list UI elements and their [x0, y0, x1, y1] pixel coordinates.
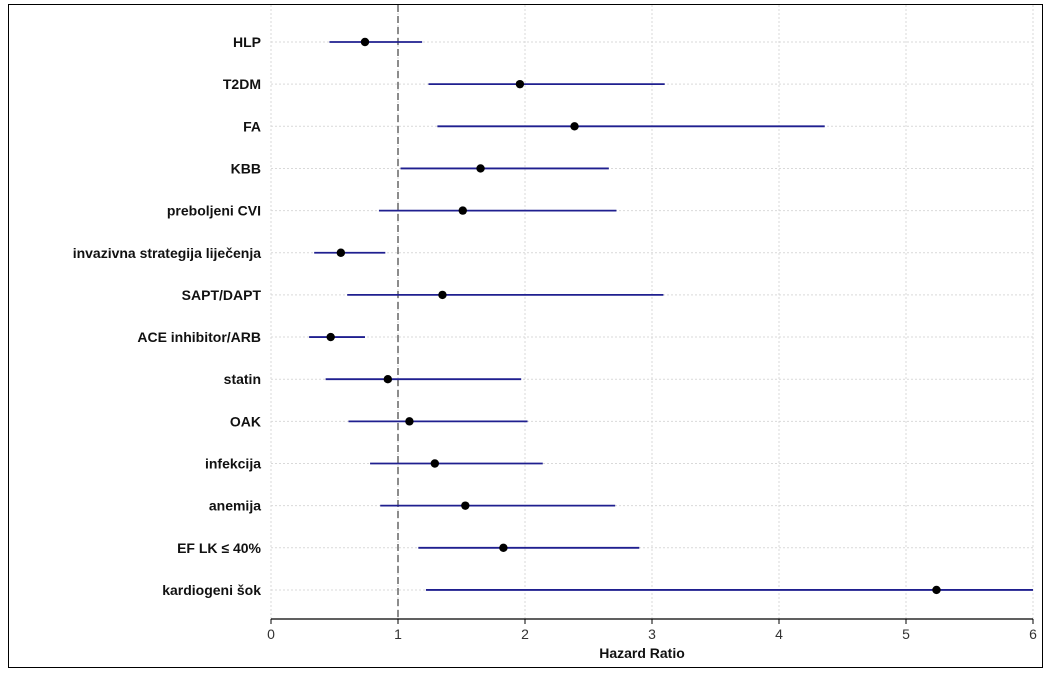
category-label: ACE inhibitor/ARB: [137, 329, 261, 345]
x-tick-label: 3: [648, 626, 656, 642]
x-axis-title: Hazard Ratio: [599, 645, 685, 661]
x-tick-label: 1: [394, 626, 402, 642]
x-tick-label: 5: [902, 626, 910, 642]
hr-point: [932, 585, 941, 595]
category-label: infekcija: [205, 456, 261, 472]
x-tick-label: 4: [775, 626, 783, 642]
hr-point: [326, 332, 335, 342]
confidence-intervals: [309, 41, 1033, 591]
category-label: statin: [224, 371, 261, 387]
category-label: OAK: [230, 413, 261, 429]
category-label: kardiogeni šok: [162, 582, 261, 598]
x-tick-label: 2: [521, 626, 529, 642]
category-label: EF LK ≤ 40%: [177, 540, 261, 556]
category-label: FA: [243, 118, 261, 134]
hr-point: [438, 290, 447, 300]
category-label: KBB: [231, 160, 261, 176]
grid-lines: [270, 5, 1034, 619]
category-label: anemija: [209, 498, 261, 514]
category-labels: HLP T2DM FA KBB preboljeni CVI invazivna stra…: [73, 34, 262, 598]
figure-frame: HLP T2DM FA KBB preboljeni CVI invazivna stra…: [8, 4, 1043, 668]
category-label: HLP: [233, 34, 261, 50]
hr-point: [405, 417, 414, 426]
hr-point: [458, 206, 467, 215]
hr-point: [570, 122, 579, 131]
x-axis-ticks: 0 1 2 3 4 5 6: [267, 619, 1037, 642]
category-label: T2DM: [223, 76, 261, 92]
hr-point: [383, 375, 393, 384]
hr-point: [430, 459, 440, 468]
hr-point: [499, 543, 508, 552]
forest-plot: HLP T2DM FA KBB preboljeni CVI invazivna stra…: [73, 5, 1037, 661]
x-tick-label: 6: [1029, 626, 1037, 642]
hr-point: [515, 79, 525, 89]
category-label: invazivna strategija liječenja: [73, 245, 262, 261]
hr-point: [461, 501, 470, 510]
category-label: SAPT/DAPT: [182, 287, 262, 303]
category-label: preboljeni CVI: [167, 203, 261, 219]
hr-point: [476, 164, 485, 173]
hr-point: [336, 248, 346, 257]
hazard-ratio-points: [326, 37, 941, 595]
x-tick-label: 0: [267, 626, 275, 642]
hr-point: [360, 37, 370, 47]
